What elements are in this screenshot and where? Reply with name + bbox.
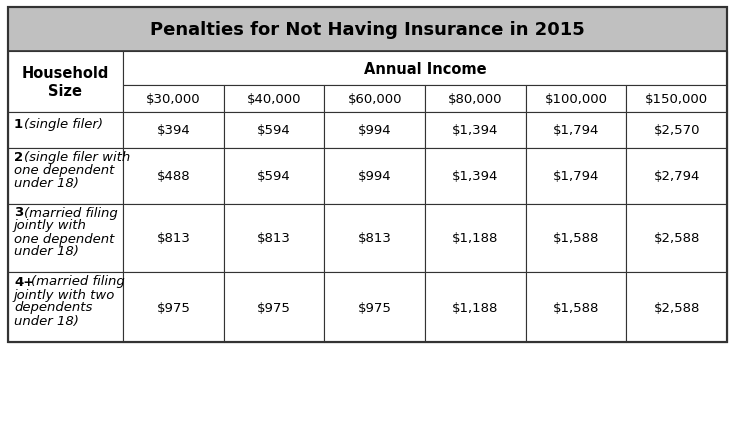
Text: under 18): under 18) <box>14 245 79 258</box>
Bar <box>324 205 425 272</box>
Bar <box>526 86 626 113</box>
Text: $60,000: $60,000 <box>348 93 402 106</box>
Bar <box>324 149 425 205</box>
Bar <box>223 86 324 113</box>
Text: $100,000: $100,000 <box>545 93 608 106</box>
Bar <box>123 52 727 86</box>
Text: one dependent: one dependent <box>14 164 115 177</box>
Bar <box>425 86 526 113</box>
Bar <box>223 272 324 342</box>
Bar <box>123 149 223 205</box>
Text: $2,570: $2,570 <box>653 124 700 137</box>
Text: $594: $594 <box>257 124 291 137</box>
Text: $80,000: $80,000 <box>448 93 503 106</box>
Text: $1,588: $1,588 <box>553 232 599 245</box>
Bar <box>223 205 324 272</box>
Text: $30,000: $30,000 <box>146 93 201 106</box>
Text: $1,394: $1,394 <box>452 124 498 137</box>
Bar <box>8 8 727 342</box>
Text: $1,794: $1,794 <box>553 124 599 137</box>
Text: $488: $488 <box>157 170 190 183</box>
Bar <box>324 86 425 113</box>
Bar <box>8 272 123 342</box>
Text: $813: $813 <box>358 232 392 245</box>
Bar <box>123 272 223 342</box>
Bar <box>526 113 626 149</box>
Text: (single filer with: (single filer with <box>24 150 130 164</box>
Text: (married filing: (married filing <box>31 275 125 288</box>
Text: under 18): under 18) <box>14 177 79 190</box>
Text: 4+: 4+ <box>14 275 35 288</box>
Bar <box>626 86 727 113</box>
Text: Annual Income: Annual Income <box>364 61 487 76</box>
Bar <box>123 86 223 113</box>
Bar <box>425 272 526 342</box>
Bar <box>425 149 526 205</box>
Text: $2,588: $2,588 <box>653 301 700 314</box>
Bar <box>223 113 324 149</box>
Bar <box>8 8 727 52</box>
Text: one dependent: one dependent <box>14 232 115 245</box>
Text: dependents: dependents <box>14 301 93 314</box>
Text: Household
Size: Household Size <box>22 66 110 98</box>
Text: (married filing: (married filing <box>24 206 118 219</box>
Bar <box>8 8 727 342</box>
Text: $594: $594 <box>257 170 291 183</box>
Text: $1,394: $1,394 <box>452 170 498 183</box>
Bar <box>626 113 727 149</box>
Bar <box>8 113 123 149</box>
Text: jointly with: jointly with <box>14 219 87 232</box>
Bar <box>526 205 626 272</box>
Text: 3: 3 <box>14 206 24 219</box>
Text: $2,588: $2,588 <box>653 232 700 245</box>
Text: $1,188: $1,188 <box>452 232 498 245</box>
Text: $994: $994 <box>358 124 392 137</box>
Bar <box>324 113 425 149</box>
Bar <box>8 149 123 205</box>
Bar <box>8 205 123 272</box>
Bar <box>324 272 425 342</box>
Text: $1,794: $1,794 <box>553 170 599 183</box>
Text: $994: $994 <box>358 170 392 183</box>
Text: Penalties for Not Having Insurance in 2015: Penalties for Not Having Insurance in 20… <box>150 21 585 39</box>
Bar <box>223 149 324 205</box>
Text: (single filer): (single filer) <box>24 118 103 131</box>
Text: $813: $813 <box>157 232 190 245</box>
Text: $2,794: $2,794 <box>653 170 700 183</box>
Text: jointly with two: jointly with two <box>14 288 115 301</box>
Text: $975: $975 <box>257 301 291 314</box>
Bar <box>626 205 727 272</box>
Text: $1,588: $1,588 <box>553 301 599 314</box>
Text: $975: $975 <box>157 301 190 314</box>
Text: $975: $975 <box>358 301 392 314</box>
Text: $813: $813 <box>257 232 291 245</box>
Text: $1,188: $1,188 <box>452 301 498 314</box>
Bar <box>8 52 123 113</box>
Text: under 18): under 18) <box>14 314 79 327</box>
Bar <box>526 149 626 205</box>
Bar <box>123 205 223 272</box>
Text: $40,000: $40,000 <box>247 93 301 106</box>
Text: $394: $394 <box>157 124 190 137</box>
Bar <box>626 272 727 342</box>
Bar <box>526 272 626 342</box>
Bar <box>425 113 526 149</box>
Bar <box>425 205 526 272</box>
Text: 2: 2 <box>14 150 23 164</box>
Bar <box>123 113 223 149</box>
Text: 1: 1 <box>14 118 23 131</box>
Bar <box>626 149 727 205</box>
Text: $150,000: $150,000 <box>645 93 709 106</box>
